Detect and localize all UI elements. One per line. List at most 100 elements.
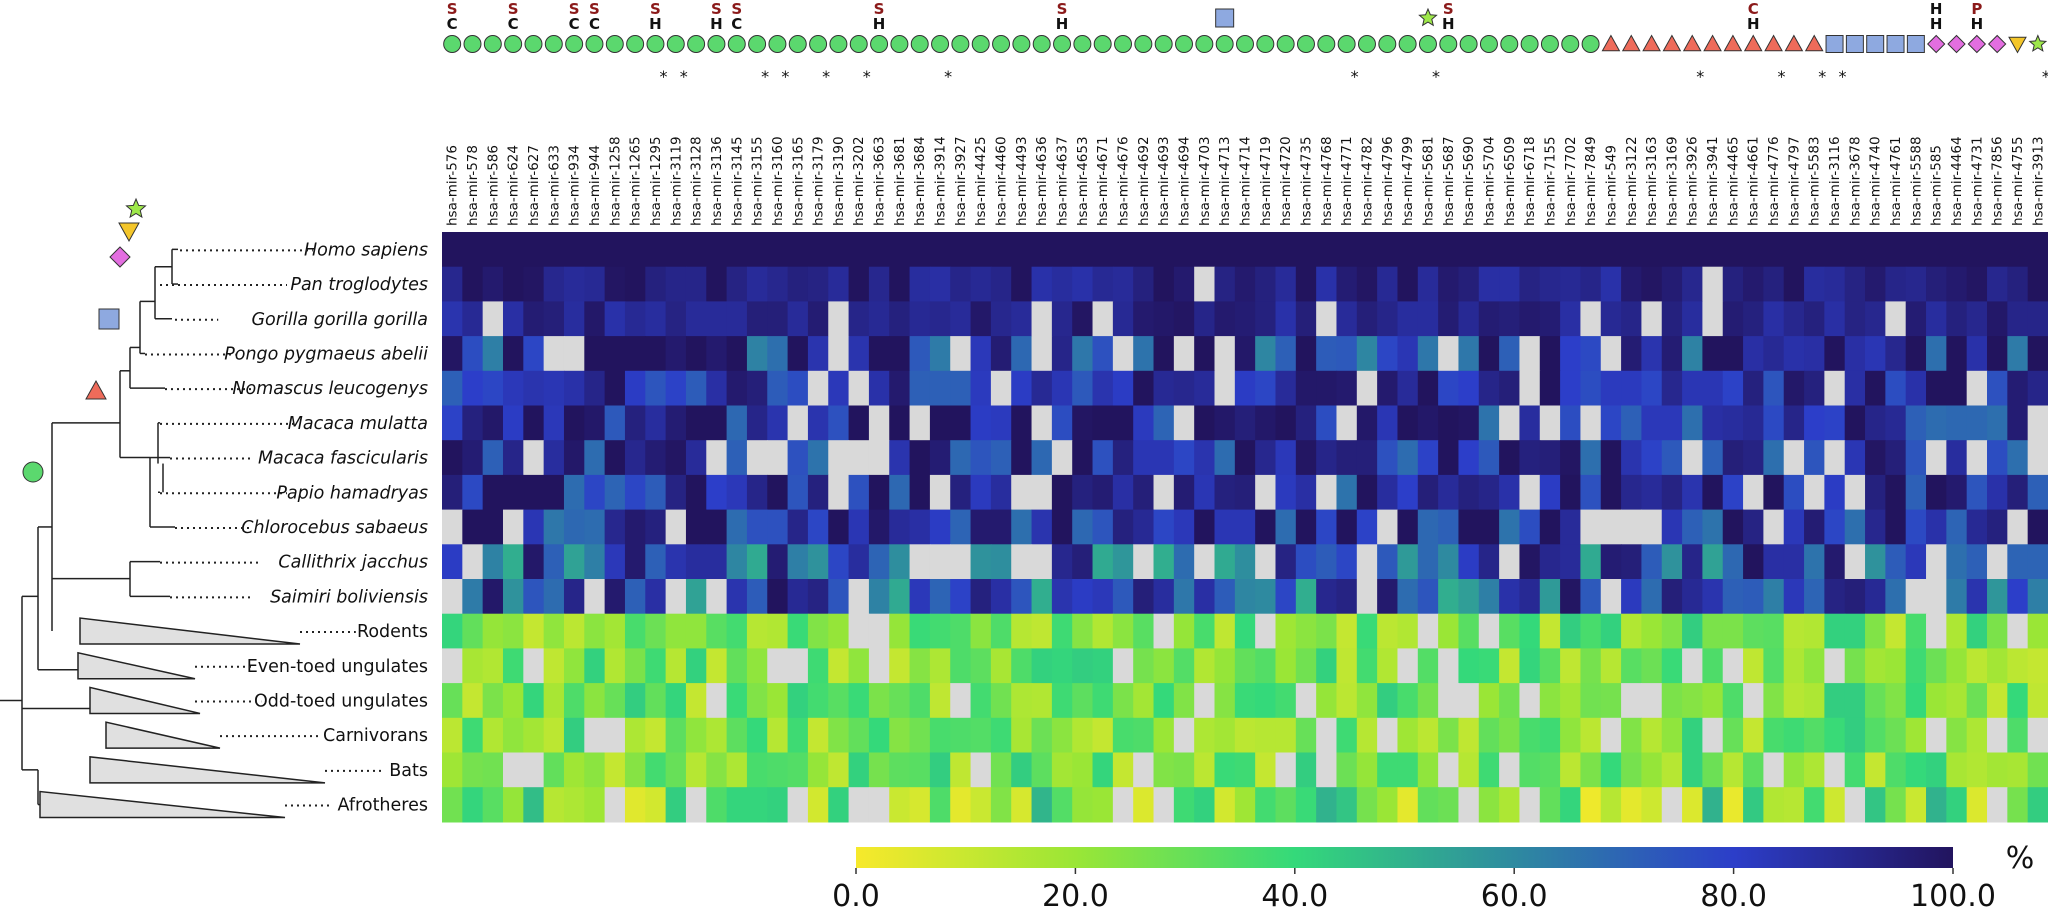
heatmap-cell: [1966, 405, 1988, 441]
heatmap-cell: [1641, 509, 1663, 545]
heatmap-cell: [624, 683, 646, 719]
heatmap-cell: [807, 683, 829, 719]
heatmap-cell: [1621, 613, 1643, 649]
column-label: hsa-mir-4693: [1156, 136, 1172, 226]
heatmap-cell: [1905, 579, 1927, 615]
heatmap-cell: [1722, 509, 1744, 545]
heatmap-cell: [624, 301, 646, 337]
heatmap-cell: [828, 509, 850, 545]
heatmap-cell: [523, 544, 545, 580]
annotation-letter: C: [1748, 0, 1759, 18]
heatmap-cell: [929, 336, 951, 372]
heatmap-cell: [462, 232, 484, 268]
heatmap-cell: [1560, 301, 1582, 337]
circle-marker: [666, 35, 685, 53]
heatmap-cell: [563, 232, 585, 268]
heatmap-cell: [1173, 579, 1195, 615]
heatmap-cell: [909, 509, 931, 545]
heatmap-cell: [1031, 787, 1053, 823]
heatmap-cell: [1661, 544, 1683, 580]
heatmap-cell: [462, 440, 484, 476]
heatmap-cell: [767, 232, 789, 268]
heatmap-cell: [746, 544, 768, 580]
heatmap-cell: [1682, 405, 1704, 441]
heatmap-cell: [1031, 370, 1053, 407]
heatmap-cell: [685, 440, 707, 476]
heatmap-cell: [1621, 440, 1643, 476]
heatmap-cell: [1926, 717, 1947, 754]
heatmap-cell: [1214, 509, 1236, 545]
circle-marker: [971, 35, 990, 53]
heatmap-cell: [1661, 336, 1683, 372]
heatmap-cell: [1824, 370, 1846, 407]
circle-marker: [1540, 35, 1559, 53]
column-label: hsa-mir-4661: [1746, 136, 1762, 226]
heatmap-cell: [807, 440, 829, 476]
heatmap-cell: [1885, 370, 1907, 407]
heatmap-cell: [787, 717, 809, 754]
heatmap-cell: [950, 474, 972, 511]
heatmap-cell: [1397, 405, 1419, 441]
column-label: hsa-mir-5681: [1420, 136, 1436, 226]
heatmap-cell: [1275, 266, 1297, 302]
asterisk-mark: *: [944, 67, 952, 86]
column-label: hsa-mir-624: [506, 145, 522, 226]
heatmap-cell: [1682, 717, 1704, 754]
heatmap-cell: [1031, 405, 1053, 441]
heatmap-cell: [909, 717, 931, 754]
heatmap-cell: [1153, 405, 1175, 441]
circle-marker: [1236, 35, 1254, 53]
heatmap-cell: [1234, 405, 1256, 441]
heatmap-cell: [1743, 370, 1764, 407]
heatmap-cell: [2007, 544, 2029, 580]
heatmap-cell: [1275, 301, 1297, 337]
heatmap-cell: [523, 752, 545, 788]
heatmap-cell: [1133, 474, 1155, 511]
heatmap-cell: [624, 440, 646, 476]
heatmap-cell: [563, 544, 585, 580]
heatmap-cell: [563, 717, 585, 754]
column-label: hsa-mir-3663: [872, 136, 888, 226]
heatmap-cell: [2027, 266, 2048, 302]
heatmap-cell: [1804, 336, 1825, 372]
heatmap-cell: [909, 232, 931, 268]
heatmap-cell: [1560, 717, 1582, 754]
heatmap-cell: [787, 579, 809, 615]
heatmap-cell: [1987, 440, 2008, 476]
heatmap-cell: [1255, 683, 1277, 719]
heatmap-cell: [1194, 544, 1216, 580]
square-marker: [1845, 35, 1864, 53]
heatmap-cell: [1682, 301, 1704, 337]
heatmap-cell: [1377, 579, 1399, 615]
heatmap-cell: [1865, 579, 1886, 615]
heatmap-cell: [1844, 509, 1866, 545]
heatmap-cell: [1621, 544, 1643, 580]
circle-marker: [951, 35, 970, 53]
heatmap-cell: [807, 336, 829, 372]
heatmap-cell: [1255, 613, 1277, 649]
heatmap-cell: [1295, 336, 1317, 372]
annotation-letter: H: [1930, 0, 1943, 18]
heatmap-cell: [1966, 613, 1988, 649]
heatmap-cell: [1214, 579, 1236, 615]
row-label: Macaca mulatta: [288, 414, 428, 434]
heatmap-cell: [1844, 648, 1866, 684]
column-label: hsa-mir-4719: [1258, 136, 1274, 226]
heatmap-cell: [1133, 717, 1155, 754]
heatmap-cell: [1173, 474, 1195, 511]
heatmap-cell: [1153, 336, 1175, 372]
heatmap-cell: [442, 336, 463, 372]
heatmap-cell: [1011, 509, 1033, 545]
heatmap-cell: [604, 266, 626, 302]
heatmap-cell: [1336, 405, 1358, 441]
heatmap-cell: [442, 752, 463, 788]
circle-marker: [463, 35, 482, 53]
heatmap-cell: [1783, 509, 1805, 545]
heatmap-cell: [543, 474, 565, 511]
circle-marker: [1479, 35, 1498, 53]
heatmap-cell: [1824, 752, 1846, 788]
circle-node-marker: [22, 461, 44, 483]
heatmap-cell: [706, 752, 728, 788]
heatmap-cell: [1702, 474, 1724, 511]
heatmap-cell: [1173, 232, 1195, 268]
